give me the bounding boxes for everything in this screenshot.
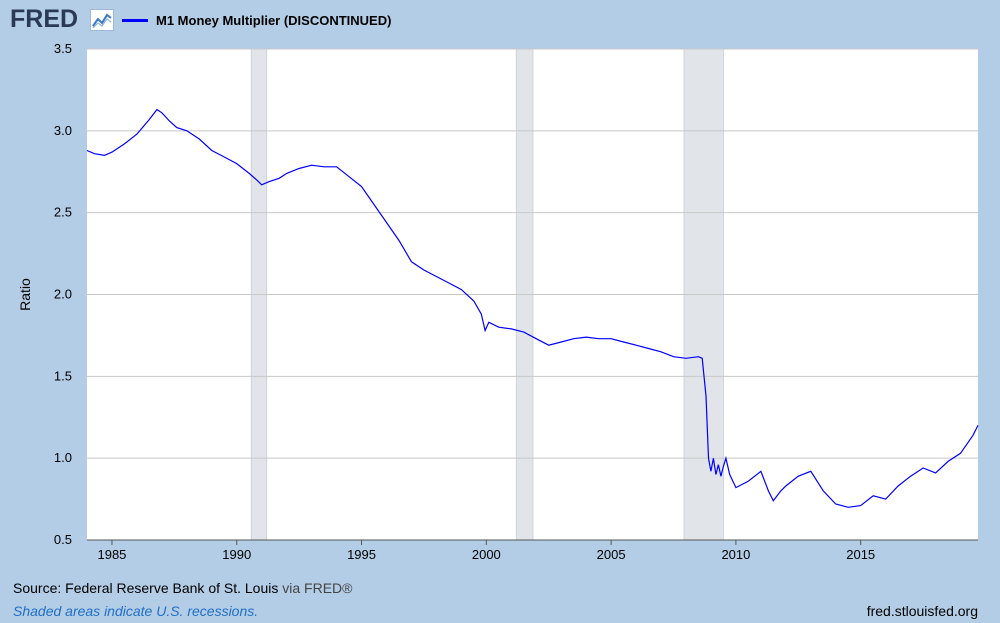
source-text: Source: Federal Reserve Bank of St. Loui… (13, 580, 279, 596)
recession-note: Shaded areas indicate U.S. recessions. (13, 603, 259, 619)
x-tick-label: 1990 (222, 547, 251, 562)
x-tick-label: 1995 (347, 547, 376, 562)
legend-swatch (122, 18, 148, 22)
legend-label: M1 Money Multiplier (DISCONTINUED) (156, 12, 392, 28)
y-tick-label: 1.0 (54, 450, 72, 465)
x-axis: 1985 1990 1995 2000 2005 2010 2015 (87, 539, 978, 562)
via-fred-text[interactable]: via FRED® (278, 580, 353, 596)
fred-logo[interactable]: FRED (10, 5, 79, 33)
y-tick-label: 2.0 (54, 287, 72, 302)
chart-header: FRED M1 Money Multiplier (DISCONTINUED) (0, 0, 1000, 40)
y-axis: 0.5 1.0 1.5 2.0 2.5 3.0 3.5 (54, 41, 72, 547)
x-tick-label: 2010 (721, 547, 750, 562)
y-axis-title: Ratio (17, 278, 33, 311)
source-credit: Source: Federal Reserve Bank of St. Loui… (13, 580, 352, 596)
x-tick-label: 2015 (846, 547, 875, 562)
fred-url-link[interactable]: fred.stlouisfed.org (866, 603, 978, 619)
x-tick-label: 1985 (97, 547, 126, 562)
series-line-m1-money-multiplier (86, 108, 979, 508)
y-tick-label: 3.5 (54, 41, 72, 56)
x-tick-label: 2000 (472, 547, 501, 562)
y-tick-label: 2.5 (54, 205, 72, 220)
y-tick-label: 3.0 (54, 123, 72, 138)
chart-legend: M1 Money Multiplier (DISCONTINUED) (122, 10, 391, 30)
line-chart: 0.5 1.0 1.5 2.0 2.5 3.0 3.5 1985 1990 1995 2000 20… (17, 41, 979, 562)
x-tick-label: 2005 (597, 547, 626, 562)
trend-line-icon (90, 9, 114, 31)
y-tick-label: 1.5 (54, 368, 72, 383)
y-tick-label: 0.5 (54, 532, 72, 547)
